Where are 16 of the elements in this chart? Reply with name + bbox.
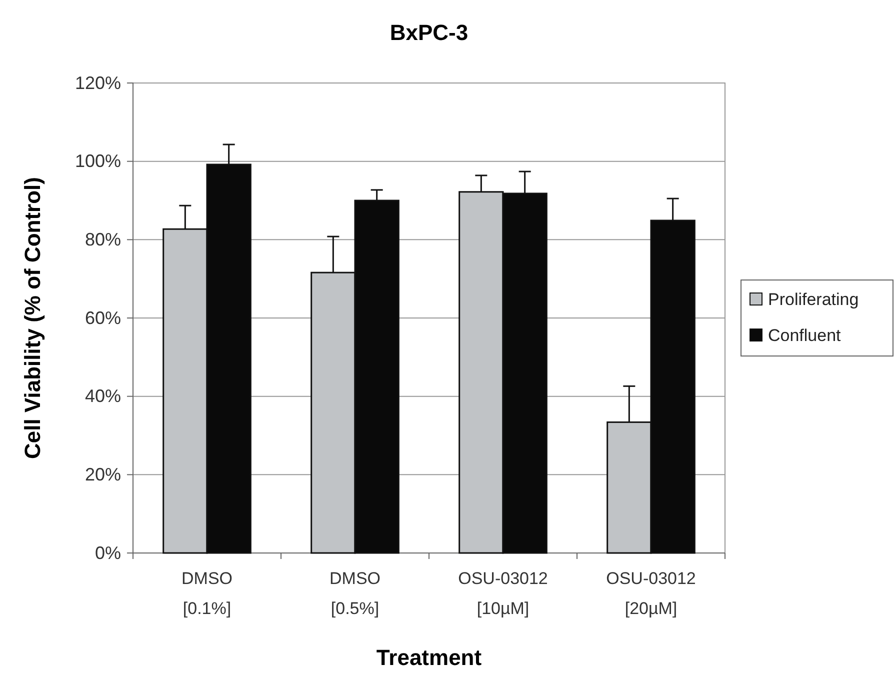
x-axis-title: Treatment: [376, 645, 482, 670]
x-tick-label: DMSO [0.1%]: [182, 569, 232, 618]
y-tick-label: 40%: [84, 386, 121, 406]
y-tick-label: 100%: [74, 151, 121, 172]
x-tick-label: OSU-03012 [20µM]: [606, 569, 696, 618]
x-tick-label: OSU-03012 [10µM]: [458, 569, 548, 618]
y-tick-label: 60%: [84, 308, 121, 328]
legend-label: Confluent: [768, 326, 842, 345]
chart-title: BxPC-3: [390, 20, 468, 45]
y-axis-title: Cell Viability (% of Control): [20, 177, 45, 459]
y-tick-label: 80%: [84, 229, 121, 250]
y-tick-label: 20%: [84, 464, 121, 484]
y-tick-label: 120%: [74, 72, 121, 93]
legend-label: Proliferating: [768, 290, 859, 309]
y-tick-label: 0%: [94, 542, 121, 563]
x-tick-label: DMSO [0.5%]: [330, 569, 380, 618]
